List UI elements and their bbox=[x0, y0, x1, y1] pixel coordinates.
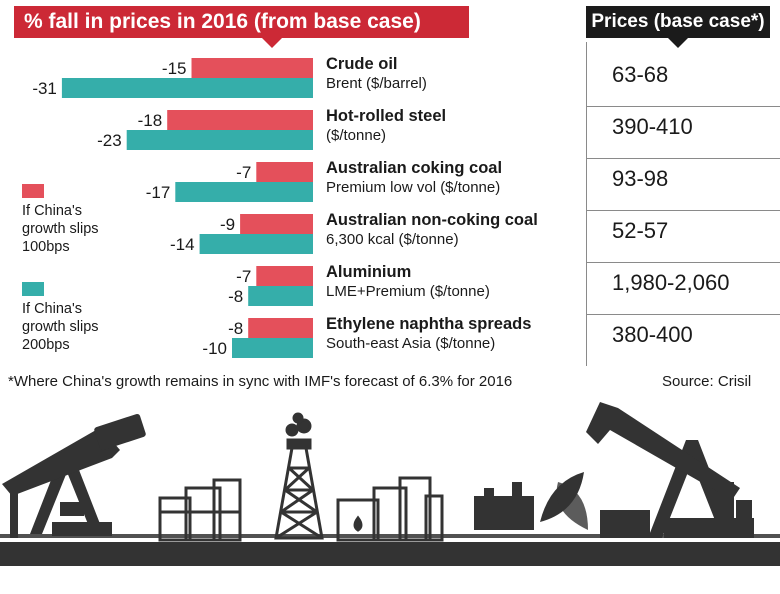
price-value: 1,980-2,060 bbox=[612, 270, 730, 295]
bar-200bps bbox=[61, 78, 314, 98]
header-pointer bbox=[262, 38, 282, 48]
footnote: *Where China's growth remains in sync wi… bbox=[8, 373, 513, 390]
category-label: Crude oil Brent ($/barrel) bbox=[326, 55, 584, 93]
prices-header: Prices (base case*) bbox=[586, 6, 770, 48]
value-label-100bps: -18 bbox=[138, 111, 163, 130]
price-row-divider bbox=[586, 106, 780, 107]
pumpjack-right-icon bbox=[586, 402, 754, 538]
category-unit: South-east Asia ($/tonne) bbox=[326, 335, 496, 352]
storage-tanks-left-icon bbox=[158, 478, 242, 542]
bar-100bps bbox=[256, 266, 313, 286]
category-label: Australian coking coal Premium low vol ($… bbox=[326, 159, 584, 197]
value-label-200bps: -17 bbox=[146, 183, 171, 202]
chart-title: % fall in prices in 2016 (from base case… bbox=[14, 6, 469, 48]
industrial-skyline-illustration bbox=[0, 402, 780, 566]
bar-200bps bbox=[248, 286, 313, 306]
category-unit: Premium low vol ($/tonne) bbox=[326, 179, 501, 196]
value-label-100bps: -15 bbox=[162, 59, 187, 78]
category-unit: LME+Premium ($/tonne) bbox=[326, 283, 490, 300]
category-label: Hot-rolled steel ($/tonne) bbox=[326, 107, 584, 145]
oil-derrick-icon bbox=[274, 412, 324, 540]
category-name: Hot-rolled steel bbox=[326, 107, 447, 125]
ground-band bbox=[0, 542, 780, 566]
bar-100bps bbox=[256, 162, 313, 182]
price-row-divider bbox=[586, 262, 780, 263]
bar-100bps bbox=[248, 318, 313, 338]
value-label-200bps: -8 bbox=[228, 287, 243, 306]
price-value: 52-57 bbox=[612, 218, 669, 243]
price-value: 380-400 bbox=[612, 322, 693, 347]
bar-100bps bbox=[191, 58, 313, 78]
value-label-100bps: -8 bbox=[228, 319, 243, 338]
source-credit: Source: Crisil bbox=[662, 373, 752, 390]
value-label-100bps: -7 bbox=[236, 163, 251, 182]
category-label: Ethylene naphtha spreads South-east Asia … bbox=[326, 315, 584, 353]
processing-plant-icon bbox=[474, 472, 588, 530]
category-name: Australian non-coking coal bbox=[326, 211, 538, 229]
category-unit: 6,300 kcal ($/tonne) bbox=[326, 231, 459, 248]
bar-200bps bbox=[232, 338, 313, 358]
pumpjack-left-icon bbox=[2, 413, 146, 538]
price-row-divider bbox=[586, 158, 780, 159]
value-label-100bps: -9 bbox=[220, 215, 235, 234]
bar-200bps bbox=[199, 234, 313, 254]
category-name: Ethylene naphtha spreads bbox=[326, 315, 532, 333]
category-label: Australian non-coking coal 6,300 kcal ($/… bbox=[326, 211, 584, 249]
price-row-divider bbox=[586, 210, 780, 211]
value-label-200bps: -10 bbox=[202, 339, 227, 358]
price-row-divider bbox=[586, 314, 780, 315]
bar-100bps bbox=[240, 214, 313, 234]
price-value: 390-410 bbox=[612, 114, 693, 139]
price-value: 63-68 bbox=[612, 62, 669, 87]
category-unit: ($/tonne) bbox=[326, 127, 387, 144]
price-value: 93-98 bbox=[612, 166, 669, 191]
refinery-tanks-icon bbox=[336, 476, 444, 542]
category-name: Australian coking coal bbox=[326, 159, 503, 177]
bar-200bps bbox=[175, 182, 313, 202]
category-unit: Brent ($/barrel) bbox=[326, 75, 427, 92]
bar-200bps bbox=[126, 130, 313, 150]
prices-divider bbox=[586, 42, 587, 366]
legend-label-100bps: If China's growth slips 100bps bbox=[22, 203, 99, 255]
value-label-100bps: -7 bbox=[236, 267, 251, 286]
value-label-200bps: -14 bbox=[170, 235, 195, 254]
category-name: Crude oil bbox=[326, 55, 398, 73]
value-label-200bps: -23 bbox=[97, 131, 122, 150]
category-label: Aluminium LME+Premium ($/tonne) bbox=[326, 263, 584, 301]
bar-100bps bbox=[167, 110, 313, 130]
category-name: Aluminium bbox=[326, 263, 412, 281]
prices-header-pointer bbox=[668, 38, 688, 48]
legend-swatch-200bps bbox=[22, 282, 44, 296]
legend-label-200bps: If China's growth slips 200bps bbox=[22, 301, 99, 353]
value-label-200bps: -31 bbox=[32, 79, 57, 98]
legend-swatch-100bps bbox=[22, 184, 44, 198]
